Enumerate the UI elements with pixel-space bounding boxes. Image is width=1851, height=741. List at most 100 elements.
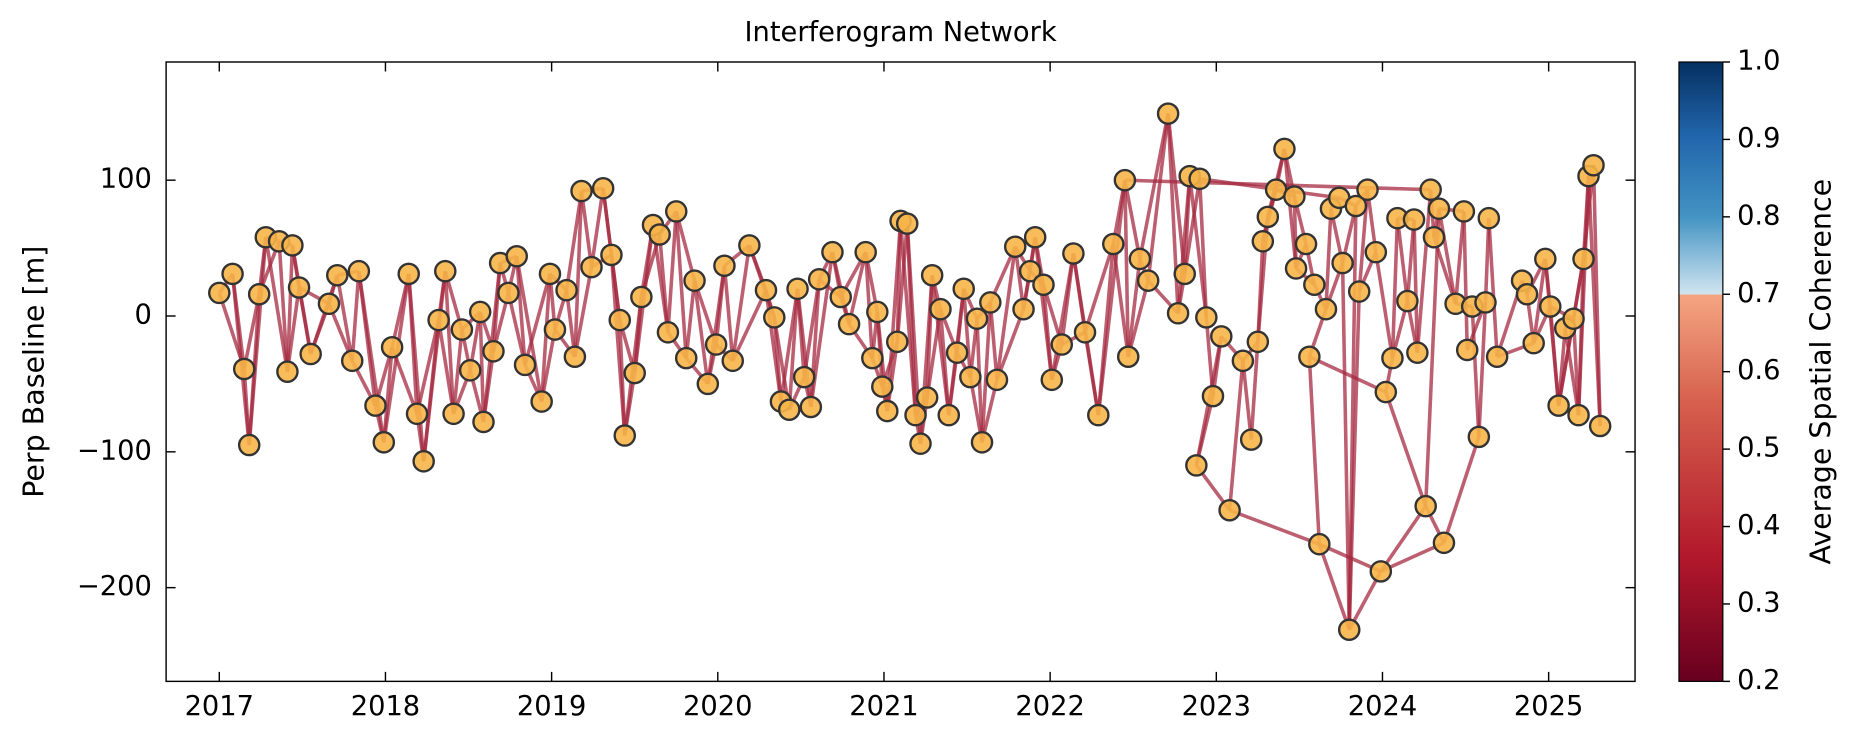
interferogram-edge — [1437, 208, 1458, 305]
interferogram-edge — [1307, 356, 1322, 545]
chart-title: Interferogram Network — [745, 17, 1057, 48]
acquisition-node — [1201, 384, 1225, 408]
interferogram-edge — [1548, 306, 1561, 406]
acquisition-node — [472, 410, 495, 434]
acquisition-node — [325, 263, 349, 287]
x-tick-label: 2022 — [1015, 691, 1084, 722]
acquisition-node — [1210, 325, 1233, 348]
acquisition-node — [1356, 178, 1379, 201]
y-tick-label: 100 — [100, 164, 152, 195]
acquisition-node — [1087, 403, 1110, 427]
acquisition-node — [1062, 242, 1085, 265]
colorbar-tick-label: 0.7 — [1737, 278, 1780, 309]
interferogram-edge — [264, 236, 290, 372]
colorbar-tick-label: 0.4 — [1737, 510, 1780, 541]
interferogram-edge — [961, 288, 973, 378]
acquisition-node — [1515, 282, 1539, 306]
acquisition-node — [1173, 262, 1197, 286]
colorbar-label: Average Spatial Coherence — [1805, 179, 1838, 565]
acquisition-node — [1567, 403, 1590, 427]
acquisition-node — [497, 281, 520, 305]
acquisition-node — [920, 263, 944, 287]
interferogram-edge — [1228, 508, 1320, 546]
acquisition-node — [915, 386, 939, 409]
interferogram-edge — [895, 223, 910, 342]
x-tick-label: 2021 — [849, 691, 918, 722]
acquisition-node — [1467, 425, 1491, 449]
acquisition-node — [1534, 247, 1557, 271]
acquisition-node — [1314, 297, 1338, 321]
acquisition-node — [1218, 498, 1241, 522]
colorbar-tick-label: 0.9 — [1737, 123, 1780, 154]
acquisition-node — [721, 349, 745, 373]
acquisition-node — [970, 431, 994, 454]
interferogram-edge — [1182, 178, 1202, 275]
interferogram-edge — [988, 302, 999, 380]
acquisition-node — [1427, 197, 1451, 220]
acquisition-node — [1012, 297, 1035, 321]
acquisition-node — [1294, 232, 1318, 256]
acquisition-node — [763, 306, 786, 329]
acquisition-node — [247, 282, 271, 306]
interferogram-edge — [506, 292, 527, 366]
acquisition-node — [1396, 289, 1419, 313]
interferogram-edge — [731, 289, 768, 362]
acquisition-node — [1166, 302, 1190, 325]
acquisition-node — [281, 234, 304, 257]
interferogram-edge — [684, 280, 697, 359]
interferogram-edge — [1379, 505, 1428, 573]
acquisition-node — [1474, 291, 1497, 314]
acquisition-node — [1251, 230, 1275, 253]
acquisition-node — [1256, 205, 1280, 229]
acquisition-node — [1273, 137, 1296, 161]
acquisition-node — [937, 403, 961, 427]
acquisition-node — [563, 345, 587, 369]
interferogram-edge — [564, 190, 584, 291]
interferogram-edge — [674, 211, 689, 359]
y-tick-label: −100 — [77, 435, 152, 466]
acquisition-node — [829, 285, 853, 309]
acquisition-node — [555, 278, 578, 302]
interferogram-edge — [1292, 196, 1298, 269]
colorbar-tick-label: 0.2 — [1737, 665, 1780, 696]
acquisition-node — [895, 212, 919, 235]
interferogram-edge — [390, 346, 419, 415]
edges — [217, 113, 1602, 631]
interferogram-edge — [1462, 211, 1469, 350]
acquisition-node — [237, 433, 261, 457]
interferogram-edge — [1096, 179, 1127, 416]
acquisition-node — [208, 281, 231, 305]
interferogram-edge — [539, 273, 552, 402]
interferogram-edge — [1308, 355, 1387, 394]
interferogram-edge — [1412, 219, 1420, 353]
acquisition-node — [1188, 167, 1211, 191]
acquisition-node — [929, 297, 952, 321]
interferogram-edge — [1138, 113, 1170, 260]
interferogram-edge — [1374, 251, 1395, 359]
interferogram-edge — [787, 288, 800, 410]
acquisition-node — [458, 359, 482, 382]
acquisition-node — [513, 353, 537, 377]
acquisition-node — [821, 240, 844, 264]
acquisition-node — [543, 318, 567, 341]
acquisition-node — [347, 259, 371, 283]
interferogram-edge — [1324, 208, 1333, 310]
acquisition-node — [1455, 338, 1479, 362]
interferogram-edge — [714, 265, 727, 345]
interferogram-edge — [980, 302, 993, 443]
acquisition-node — [482, 340, 505, 363]
interferogram-edge — [692, 280, 710, 385]
acquisition-node — [570, 179, 593, 203]
interferogram-edge — [573, 190, 584, 357]
acquisition-node — [952, 277, 975, 301]
colorbar-tick-label: 0.6 — [1737, 355, 1780, 386]
acquisition-node — [909, 432, 932, 455]
x-tick-label: 2023 — [1182, 691, 1251, 722]
y-tick-label: 0 — [135, 299, 152, 330]
interferogram-edge — [285, 287, 301, 372]
acquisition-node — [1331, 251, 1354, 275]
acquisition-node — [965, 307, 989, 330]
interferogram-edge — [722, 265, 735, 361]
acquisition-node — [623, 361, 646, 385]
acquisition-node — [683, 269, 706, 292]
